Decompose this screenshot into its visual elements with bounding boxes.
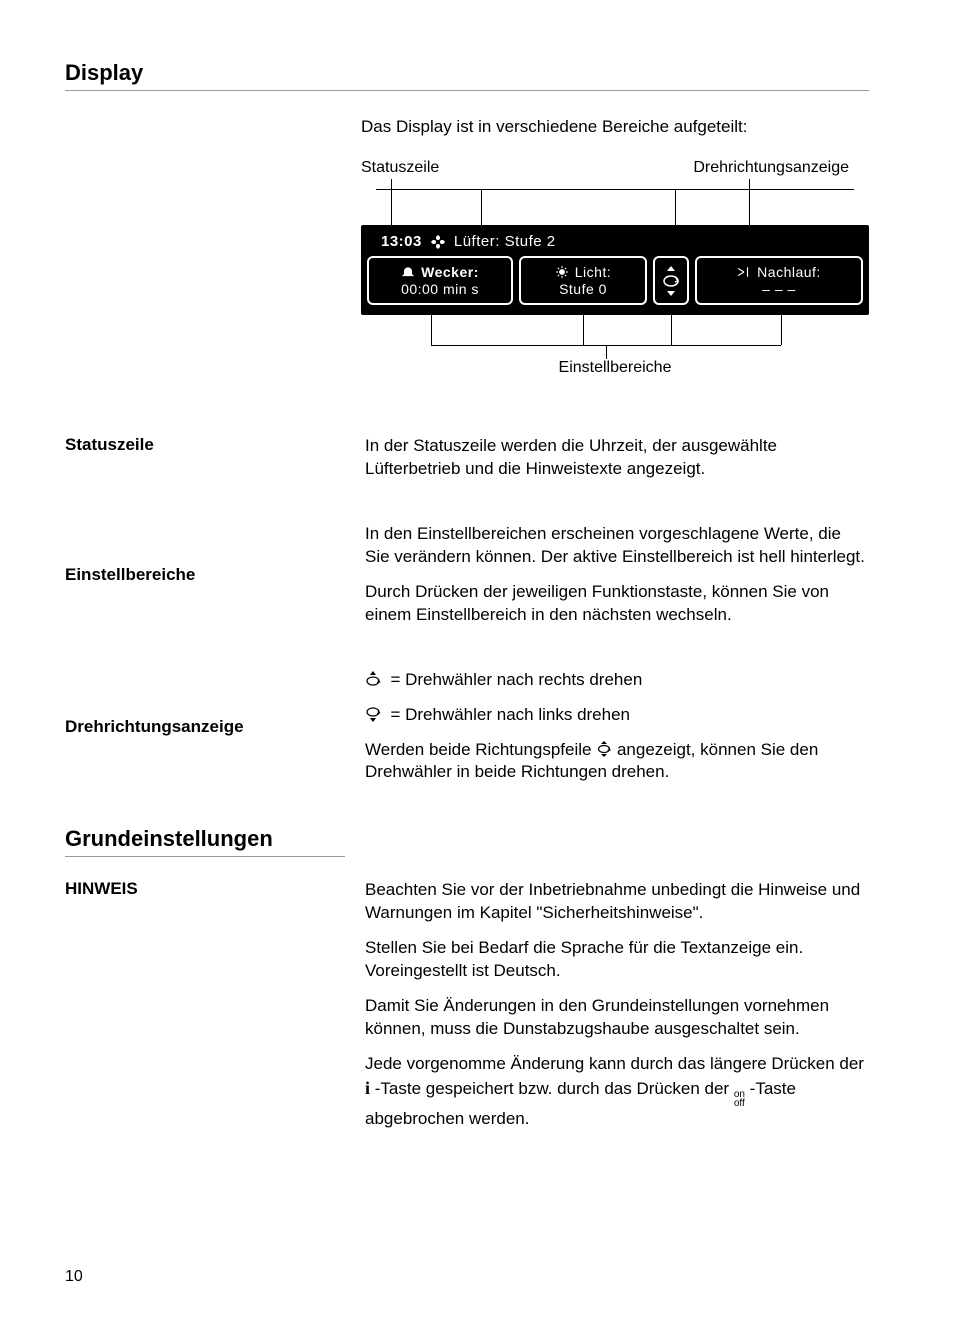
runon-icon [737,265,751,279]
def-body-direction: = Drehwähler nach rechts drehen = Drehwä… [365,669,869,785]
def-label-direction: Drehrichtungsanzeige [65,717,355,737]
alarm-label: Wecker: [421,264,479,280]
dial-up-icon [365,671,381,687]
dial-down-icon [365,706,381,722]
light-value: Stufe 0 [559,281,607,297]
box-light: Licht: Stufe 0 [519,256,647,305]
bell-icon [401,265,415,279]
def-label-status: Statuszeile [65,435,355,481]
callout-direction: Drehrichtungsanzeige [693,159,849,177]
page-number: 10 [65,1268,83,1286]
display-diagram: Statuszeile Drehrichtungsanzeige 13:03 L… [361,159,869,377]
def-label-hinweis: HINWEIS [65,879,355,1131]
dial-both-icon [596,741,612,757]
display-screen: 13:03 Lüfter: Stufe 2 Wecker: 00:00 min … [361,225,869,315]
light-icon [555,265,569,279]
status-row: 13:03 Lüfter: Stufe 2 [361,231,869,256]
box-direction [653,256,689,305]
display-fan-text: Lüfter: Stufe 2 [454,233,556,250]
box-alarm: Wecker: 00:00 min s [367,256,513,305]
callout-status: Statuszeile [361,159,439,177]
runon-label: Nachlauf: [757,264,821,280]
intro-text: Das Display ist in verschiedene Bereiche… [361,117,869,137]
def-body-status: In der Statuszeile werden die Uhrzeit, d… [365,435,869,481]
direction-both-icon [662,266,680,296]
callout-settings: Einstellbereiche [361,359,869,377]
def-body-hinweis: Beachten Sie vor der Inbetriebnahme unbe… [365,879,869,1131]
display-time: 13:03 [381,233,422,250]
box-runon: Nachlauf: – – – [695,256,863,305]
alarm-value: 00:00 min s [401,281,479,297]
def-body-settings: In den Einstellbereichen erscheinen vorg… [365,523,869,627]
light-label: Licht: [575,264,611,280]
fan-icon [430,234,446,250]
section-title-display: Display [65,60,869,91]
on-off-icon: onoff [734,1090,745,1108]
runon-value: – – – [762,281,796,297]
section-title-grundeinstellungen: Grundeinstellungen [65,826,345,857]
def-label-settings: Einstellbereiche [65,565,355,585]
